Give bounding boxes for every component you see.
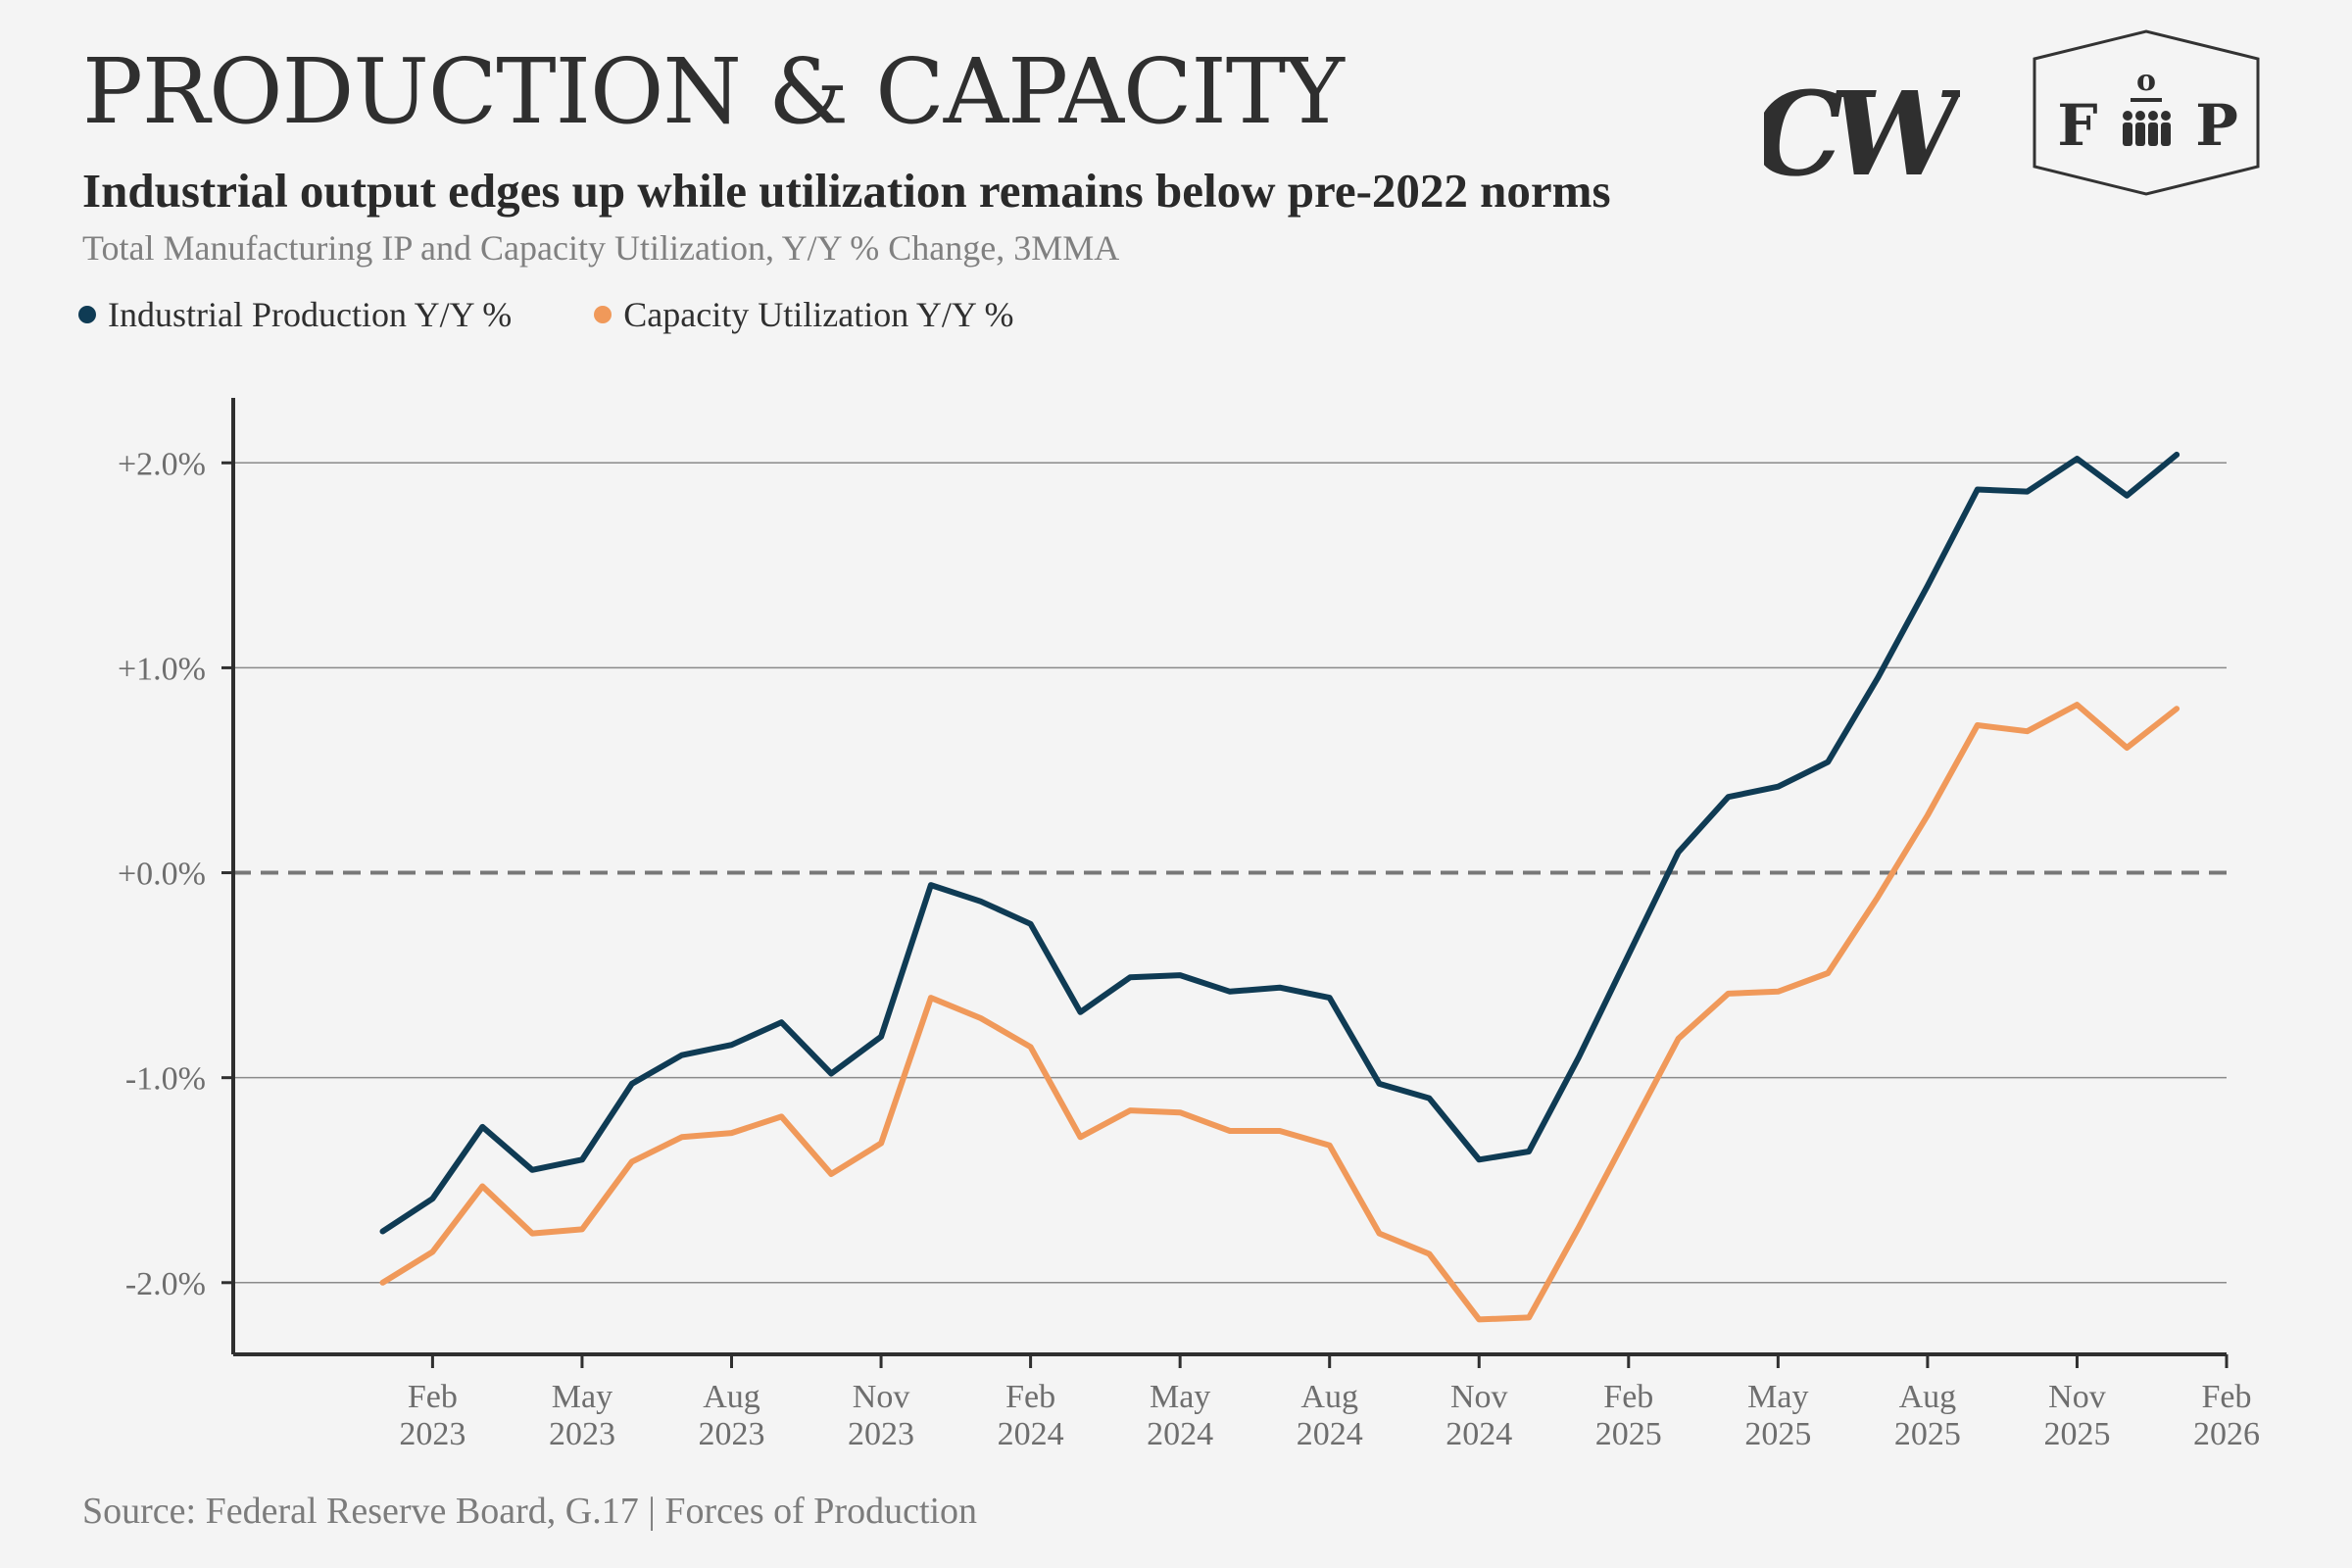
y-tick-label: -1.0% (125, 1061, 206, 1098)
x-tick-label: Nov 2025 (2043, 1379, 2110, 1452)
x-tick-label: Feb 2026 (2193, 1379, 2260, 1452)
chart-note: Total Manufacturing IP and Capacity Util… (82, 228, 1120, 268)
x-tick-label-year: 2025 (2043, 1416, 2110, 1452)
x-tick-label-year: 2023 (399, 1416, 466, 1452)
x-tick-label-month: Aug (703, 1379, 760, 1415)
x-tick-label: Aug 2025 (1894, 1379, 1961, 1452)
series-line-industrial-production (379, 451, 2180, 1235)
x-tick-label-year: 2023 (848, 1416, 914, 1452)
x-tick-label-month: Aug (1300, 1379, 1358, 1415)
x-tick-label: May 2023 (549, 1379, 615, 1452)
x-tick-label: May 2024 (1147, 1379, 1213, 1452)
x-tick-label-year: 2023 (699, 1416, 765, 1452)
x-tick-label-month: Feb (408, 1379, 458, 1415)
source-note: Source: Federal Reserve Board, G.17 | Fo… (82, 1491, 978, 1532)
x-tick-label-month: Feb (1005, 1379, 1055, 1415)
fop-logo-left-letter: F (2057, 92, 2097, 159)
x-tick-label-month: Nov (1450, 1379, 1508, 1415)
legend: Industrial Production Y/Y % Capacity Uti… (78, 294, 1014, 335)
x-tick-label-month: May (1150, 1379, 1210, 1415)
x-tick-label: Aug 2023 (699, 1379, 765, 1452)
cw-logo: CW (1764, 67, 1960, 203)
legend-swatch-capacity-utilization (594, 306, 612, 323)
x-tick-label-year: 2025 (1894, 1416, 1961, 1452)
x-tick-label: Aug 2024 (1297, 1379, 1363, 1452)
y-axis-tick-labels: +2.0% +1.0% +0.0% -1.0% -2.0% (118, 446, 206, 1302)
x-tick-label: Feb 2024 (998, 1379, 1064, 1452)
y-tick-label: +2.0% (118, 446, 206, 482)
x-tick-label-month: May (1747, 1379, 1808, 1415)
x-tick-label: Nov 2024 (1446, 1379, 1512, 1452)
fop-logo-right-letter: P (2195, 92, 2238, 159)
x-tick-label-month: Aug (1899, 1379, 1957, 1415)
y-tick-label: +1.0% (118, 651, 206, 687)
y-tick-label: +0.0% (118, 857, 206, 893)
x-tick-label-year: 2026 (2193, 1416, 2260, 1452)
fop-logo-top-letter: o (2136, 64, 2156, 98)
x-tick-label-year: 2024 (998, 1416, 1064, 1452)
x-tick-label-year: 2024 (1446, 1416, 1512, 1452)
y-tick-label: -2.0% (125, 1266, 206, 1302)
fop-logo: F o P (2033, 29, 2260, 196)
x-tick-label: Feb 2025 (1595, 1379, 1662, 1452)
legend-label-industrial-production: Industrial Production Y/Y % (108, 295, 513, 334)
fop-logo-border (2033, 29, 2260, 196)
axes (221, 398, 2229, 1368)
x-tick-label-month: Nov (853, 1379, 910, 1415)
x-tick-label-month: Feb (2202, 1379, 2252, 1415)
x-tick-label-month: Nov (2048, 1379, 2106, 1415)
x-tick-label-month: May (552, 1379, 612, 1415)
legend-swatch-industrial-production (78, 306, 96, 323)
legend-label-capacity-utilization: Capacity Utilization Y/Y % (623, 295, 1014, 334)
x-tick-label-month: Feb (1603, 1379, 1653, 1415)
series-line-capacity-utilization (379, 702, 2180, 1323)
x-tick-label: Nov 2023 (848, 1379, 914, 1452)
x-tick-label-year: 2023 (549, 1416, 615, 1452)
x-tick-label-year: 2024 (1147, 1416, 1213, 1452)
fop-logo-figures-icon (2123, 111, 2171, 146)
chart-subtitle: Industrial output edges up while utiliza… (82, 164, 1611, 218)
chart-title: PRODUCTION & CAPACITY (82, 39, 1345, 144)
legend-item-capacity-utilization: Capacity Utilization Y/Y % (594, 294, 1014, 335)
cw-logo-text: CW (1764, 67, 1960, 203)
series-lines (379, 451, 2180, 1323)
legend-item-industrial-production: Industrial Production Y/Y % (78, 294, 512, 335)
x-tick-label-year: 2025 (1595, 1416, 1662, 1452)
x-tick-label: May 2025 (1744, 1379, 1811, 1452)
x-tick-label-year: 2025 (1744, 1416, 1811, 1452)
x-tick-label-year: 2024 (1297, 1416, 1363, 1452)
x-tick-label: Feb 2023 (399, 1379, 466, 1452)
